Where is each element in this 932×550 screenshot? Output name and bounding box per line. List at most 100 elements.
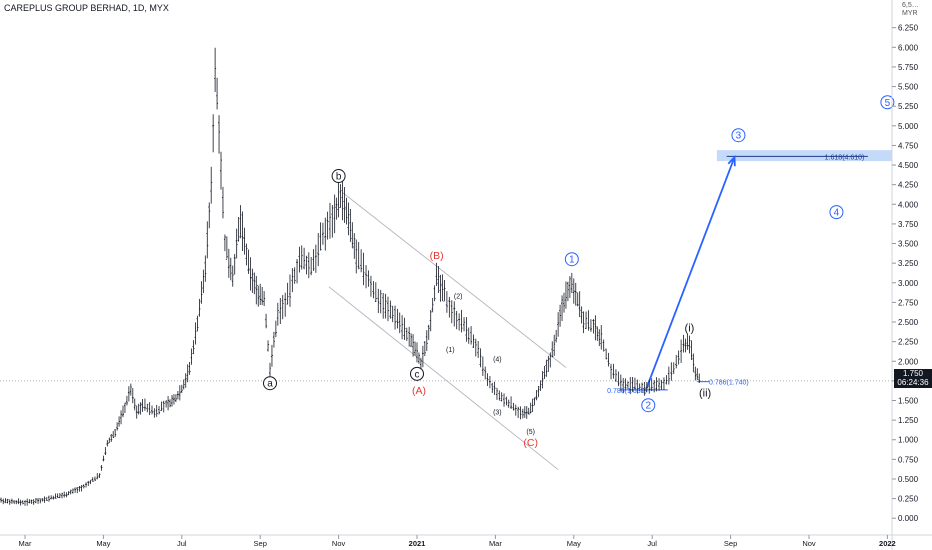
price-bar[interactable] <box>110 433 113 442</box>
price-bar[interactable] <box>638 383 641 392</box>
price-bar[interactable] <box>120 410 123 425</box>
price-bar[interactable] <box>39 498 42 504</box>
price-bar[interactable] <box>479 348 482 368</box>
price-bar[interactable] <box>585 311 588 329</box>
price-bar[interactable] <box>104 447 107 456</box>
price-bar[interactable] <box>339 184 342 208</box>
price-bar[interactable] <box>531 398 534 413</box>
price-bar[interactable] <box>493 381 496 395</box>
price-bar[interactable] <box>85 482 88 488</box>
price-bar[interactable] <box>421 345 424 368</box>
price-bar[interactable] <box>677 350 680 365</box>
price-bar[interactable] <box>694 366 697 381</box>
price-bar[interactable] <box>288 274 291 307</box>
price-bar[interactable] <box>602 339 605 352</box>
price-bar[interactable] <box>682 334 685 353</box>
price-bar[interactable] <box>296 258 299 284</box>
price-bar[interactable] <box>188 361 191 375</box>
price-bar[interactable] <box>549 352 552 368</box>
price-bar[interactable] <box>206 221 209 259</box>
price-bar[interactable] <box>281 295 284 320</box>
price-bar[interactable] <box>6 498 9 504</box>
price-bar[interactable] <box>488 375 491 389</box>
price-bar[interactable] <box>194 322 197 345</box>
price-bar[interactable] <box>353 233 356 259</box>
price-bar[interactable] <box>341 181 344 221</box>
price-bar[interactable] <box>374 282 377 303</box>
price-bar[interactable] <box>139 402 142 415</box>
price-bar[interactable] <box>403 317 406 341</box>
price-bar[interactable] <box>155 404 158 417</box>
price-bar[interactable] <box>423 341 426 357</box>
price-bar[interactable] <box>78 485 81 492</box>
price-bar[interactable] <box>116 422 119 431</box>
price-bar[interactable] <box>129 383 132 396</box>
price-bar[interactable] <box>463 317 466 332</box>
price-bar[interactable] <box>398 312 401 334</box>
price-bar[interactable] <box>17 498 20 505</box>
price-bar[interactable] <box>619 374 622 392</box>
price-bar[interactable] <box>45 497 48 501</box>
price-bar[interactable] <box>610 363 613 380</box>
price-bar[interactable] <box>249 257 252 291</box>
price-bar[interactable] <box>481 356 484 376</box>
price-bar[interactable] <box>692 353 695 373</box>
price-bar[interactable] <box>414 341 417 356</box>
price-bar[interactable] <box>96 473 99 480</box>
price-bar[interactable] <box>255 275 258 305</box>
price-bar[interactable] <box>52 495 55 500</box>
price-bar[interactable] <box>198 298 201 317</box>
price-bar[interactable] <box>300 245 303 270</box>
price-bar[interactable] <box>410 333 413 347</box>
price-bar[interactable] <box>204 255 207 282</box>
price-bar[interactable] <box>135 405 138 419</box>
price-bar[interactable] <box>622 378 625 394</box>
price-bar[interactable] <box>133 398 136 411</box>
price-bar[interactable] <box>576 292 579 307</box>
price-bar[interactable] <box>541 371 544 389</box>
price-bar[interactable] <box>643 381 646 396</box>
price-bar[interactable] <box>495 387 498 400</box>
price-bar[interactable] <box>34 497 37 504</box>
price-bar[interactable] <box>491 382 494 393</box>
price-bar[interactable] <box>269 362 271 377</box>
price-bar[interactable] <box>69 489 72 495</box>
price-bar[interactable] <box>535 390 538 401</box>
price-bar[interactable] <box>210 166 213 204</box>
price-bar[interactable] <box>688 335 691 354</box>
price-bar[interactable] <box>261 286 264 305</box>
price-bar[interactable] <box>445 291 448 313</box>
price-bar[interactable] <box>527 407 530 415</box>
price-bar[interactable] <box>600 324 603 350</box>
price-bar[interactable] <box>439 274 442 302</box>
price-bar[interactable] <box>665 375 668 385</box>
price-bar[interactable] <box>574 282 577 306</box>
price-bar[interactable] <box>614 369 617 382</box>
price-bar[interactable] <box>566 281 569 302</box>
price-bar[interactable] <box>76 486 79 494</box>
price-bar[interactable] <box>382 292 385 319</box>
price-bar[interactable] <box>272 331 275 348</box>
price-bar[interactable] <box>89 479 92 485</box>
price-bar[interactable] <box>529 402 532 414</box>
price-bar[interactable] <box>146 403 149 413</box>
price-bar[interactable] <box>598 329 601 347</box>
price-bar[interactable] <box>512 402 515 411</box>
price-bar[interactable] <box>455 310 458 330</box>
price-bar[interactable] <box>106 440 109 447</box>
price-bar[interactable] <box>365 265 368 289</box>
price-bar[interactable] <box>15 500 18 505</box>
price-bar[interactable] <box>274 320 277 338</box>
price-bar[interactable] <box>253 272 256 295</box>
price-bar[interactable] <box>241 211 244 252</box>
price-bar[interactable] <box>470 326 473 345</box>
price-bar[interactable] <box>276 302 279 326</box>
price-bar[interactable] <box>19 499 22 506</box>
price-bar[interactable] <box>65 492 68 498</box>
price-bar[interactable] <box>227 248 230 278</box>
price-bar[interactable] <box>310 256 313 276</box>
price-bar[interactable] <box>251 268 254 293</box>
price-bar[interactable] <box>307 252 310 279</box>
price-bar[interactable] <box>545 359 548 377</box>
price-bar[interactable] <box>690 340 693 360</box>
